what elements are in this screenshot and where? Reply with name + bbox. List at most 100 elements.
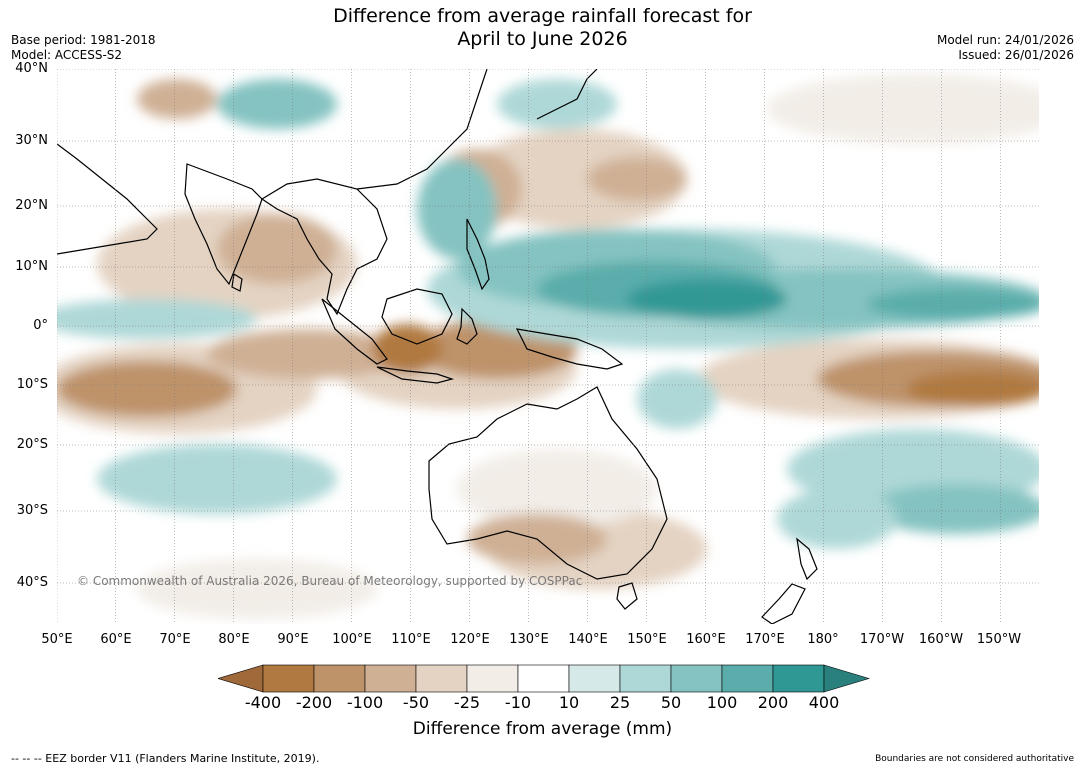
anomaly-patch — [217, 79, 337, 129]
anomaly-patch — [372, 324, 442, 374]
colorbar-label: -50 — [402, 693, 430, 712]
colorbar-extend-high — [823, 664, 870, 693]
colorbar-swatch — [670, 664, 723, 693]
anomaly-patch — [137, 79, 217, 119]
lat-label-20s: 20°S — [16, 437, 48, 452]
colorbar-swatch — [262, 664, 315, 693]
meta-left: Base period: 1981-2018 Model: ACCESS-S2 — [11, 33, 156, 63]
anomaly-field — [57, 74, 1039, 619]
tasmania-coast — [616, 582, 638, 610]
anomaly-patch — [867, 484, 1039, 534]
lon-label-150e: 150°E — [627, 632, 667, 647]
colorbar-swatch — [517, 664, 570, 693]
se-asia-coast — [260, 178, 388, 316]
lat-label-0: 0° — [33, 318, 48, 333]
anomaly-patch — [907, 371, 1039, 407]
india-coast — [184, 163, 263, 286]
colorbar-label: 25 — [609, 693, 631, 712]
lat-label-20n: 20°N — [15, 198, 48, 213]
lon-label-170w: 170°W — [859, 632, 905, 647]
anomaly-patch — [867, 288, 1039, 320]
lon-label-160e: 160°E — [686, 632, 726, 647]
model-run: Model run: 24/01/2026 — [936, 33, 1074, 47]
new-guinea-coast — [515, 328, 624, 370]
lat-label-40n: 40°N — [15, 61, 48, 76]
colorbar-swatch — [364, 664, 417, 693]
colorbar-swatch — [568, 664, 621, 693]
anomaly-patch — [587, 157, 687, 201]
lat-label-30n: 30°N — [15, 133, 48, 148]
colorbar-swatch — [466, 664, 519, 693]
colorbar-label: 50 — [660, 693, 682, 712]
lon-label-130e: 130°E — [509, 632, 549, 647]
rainfall-map — [57, 69, 1039, 624]
boundaries-disclaimer: Boundaries are not considered authoritat… — [875, 754, 1074, 764]
lon-label-70e: 70°E — [159, 632, 191, 647]
china-coast — [356, 69, 488, 190]
lat-label-30s: 30°S — [16, 503, 48, 518]
australia-coast — [428, 386, 668, 580]
anomaly-patch — [57, 361, 237, 417]
sri-lanka-coast — [231, 273, 243, 292]
map-svg — [57, 69, 1039, 624]
anomaly-patch — [207, 329, 407, 379]
sumatra-coast — [321, 298, 388, 365]
anomaly-patch — [137, 559, 377, 619]
borneo-coast — [381, 288, 453, 345]
anomaly-patch — [767, 74, 1039, 144]
colorbar-swatch — [415, 664, 468, 693]
colorbar-label: -100 — [346, 693, 384, 712]
lon-label-120e: 120°E — [450, 632, 490, 647]
colorbar-swatch — [619, 664, 672, 693]
sulawesi-coast — [456, 307, 478, 345]
lon-label-180: 180° — [807, 632, 839, 647]
colorbar-label: -400 — [244, 693, 282, 712]
graticule — [57, 69, 1039, 624]
japan-coast — [536, 69, 598, 120]
lon-label-140e: 140°E — [568, 632, 608, 647]
copyright-notice: © Commonwealth of Australia 2026, Bureau… — [77, 574, 583, 588]
anomaly-patch — [777, 489, 897, 549]
lon-label-110e: 110°E — [391, 632, 431, 647]
colorbar — [218, 664, 870, 693]
lon-label-50e: 50°E — [41, 632, 73, 647]
meta-right: Model run: 24/01/2026 Issued: 26/01/2026 — [937, 33, 1074, 63]
philippines-coast — [466, 218, 490, 291]
lon-label-170e: 170°E — [745, 632, 785, 647]
lon-label-160w: 160°W — [918, 632, 964, 647]
colorbar-label: 200 — [757, 693, 789, 712]
colorbar-swatch — [313, 664, 366, 693]
lat-label-10s: 10°S — [16, 377, 48, 392]
anomaly-patch — [217, 214, 337, 284]
colorbar-swatch — [772, 664, 825, 693]
colorbar-label: -25 — [453, 693, 481, 712]
anomaly-patch — [57, 299, 257, 339]
lon-label-60e: 60°E — [100, 632, 132, 647]
colorbar-title: Difference from average (mm) — [412, 719, 673, 739]
anomaly-patch — [467, 129, 687, 229]
colorbar-extend-low — [218, 664, 264, 693]
new-zealand-coast — [761, 537, 818, 624]
eez-border-note: -- -- -- EEZ border V11 (Flanders Marine… — [11, 752, 320, 765]
anomaly-patch — [457, 449, 657, 529]
title-line-1: Difference from average rainfall forecas… — [333, 5, 752, 27]
colorbar-label: 100 — [706, 693, 738, 712]
colorbar-label: 400 — [808, 693, 840, 712]
lon-label-80e: 80°E — [218, 632, 250, 647]
lon-label-150w: 150°W — [976, 632, 1022, 647]
colorbar-label: -200 — [295, 693, 333, 712]
coastlines — [57, 69, 818, 624]
model-name: Model: ACCESS-S2 — [11, 48, 123, 62]
anomaly-patch — [637, 369, 717, 429]
lon-label-90e: 90°E — [277, 632, 309, 647]
lat-label-40s: 40°S — [16, 575, 48, 590]
map-title: Difference from average rainfall forecas… — [0, 5, 1085, 51]
anomaly-patch — [497, 79, 617, 129]
lon-label-100e: 100°E — [332, 632, 372, 647]
base-period: Base period: 1981-2018 — [11, 33, 156, 47]
lat-label-10n: 10°N — [15, 259, 48, 274]
title-line-2: April to June 2026 — [457, 28, 628, 50]
issued-date: Issued: 26/01/2026 — [958, 48, 1074, 62]
anomaly-patch — [97, 444, 337, 514]
colorbar-swatch — [721, 664, 774, 693]
